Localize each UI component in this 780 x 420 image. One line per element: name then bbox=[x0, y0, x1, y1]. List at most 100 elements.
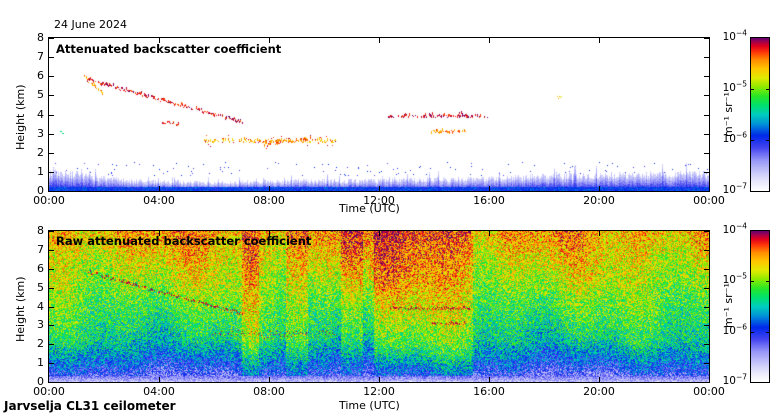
x-tick-bot-4: 16:00 bbox=[473, 385, 505, 398]
y-tickmark-top-8 bbox=[49, 38, 54, 39]
colorbar-unit-label-top: m⁻¹ sr⁻¹ bbox=[722, 92, 735, 137]
x-tickmark-bot-5 bbox=[599, 377, 600, 382]
y-tick-top-7: 7 bbox=[37, 50, 44, 64]
x-tickmark-top-bot-1 bbox=[159, 231, 160, 236]
x-tickmark-top-bot-2 bbox=[269, 231, 270, 236]
x-tick-top-3: 12:00 bbox=[363, 194, 395, 207]
colorbar-tick-bot-2: 10−6 bbox=[722, 322, 747, 337]
y-tickmark-top-7 bbox=[49, 57, 54, 59]
y-tick-bot-0: 0 bbox=[37, 375, 44, 388]
y-tickmark-bot-0 bbox=[49, 382, 54, 383]
y-tickmark-top-2 bbox=[49, 152, 54, 154]
x-tickmark-top-top-1 bbox=[159, 38, 160, 43]
x-tickmark-top-top-2 bbox=[269, 38, 270, 43]
x-tick-top-2: 08:00 bbox=[253, 194, 285, 207]
x-tick-top-4: 16:00 bbox=[473, 194, 505, 207]
panel-raw-backscatter bbox=[48, 230, 710, 383]
x-tick-top-6: 00:00 bbox=[693, 194, 725, 207]
y-tickmark-bot-1 bbox=[49, 363, 54, 365]
y-tickmark-top-5 bbox=[49, 95, 54, 97]
colorbar-bottom-gradient bbox=[751, 231, 769, 382]
x-tick-top-1: 04:00 bbox=[143, 194, 175, 207]
x-tickmark-top-bot-3 bbox=[379, 231, 380, 236]
x-tick-bot-2: 08:00 bbox=[253, 385, 285, 398]
y-tick-top-0: 0 bbox=[37, 184, 44, 197]
y-tickmark-right-bot-5 bbox=[704, 287, 709, 289]
y-tickmark-right-bot-8 bbox=[704, 231, 709, 232]
y-tickmark-right-top-5 bbox=[704, 95, 709, 97]
x-tick-bot-5: 20:00 bbox=[583, 385, 615, 398]
x-tickmark-top-4 bbox=[489, 186, 490, 191]
colorbar-tickmark-r-top-1 bbox=[766, 89, 770, 90]
x-tick-bot-3: 12:00 bbox=[363, 385, 395, 398]
x-tickmark-top-2 bbox=[269, 186, 270, 191]
panel-title-raw: Raw attenuated backscatter coefficient bbox=[56, 234, 312, 248]
y-tick-top-4: 4 bbox=[37, 107, 44, 121]
colorbar-bottom bbox=[750, 230, 770, 383]
y-tick-bot-3: 3 bbox=[37, 318, 44, 332]
y-tick-bot-4: 4 bbox=[37, 299, 44, 313]
x-tickmark-top-3 bbox=[379, 186, 380, 191]
figure-caption: Jarvselja CL31 ceilometer bbox=[4, 399, 176, 413]
raw-backscatter-heatmap bbox=[49, 231, 709, 382]
y-tickmark-right-top-1 bbox=[704, 171, 709, 173]
y-tickmark-right-top-8 bbox=[704, 38, 709, 39]
attenuated-backscatter-heatmap bbox=[49, 38, 709, 191]
y-tick-bot-7: 7 bbox=[37, 242, 44, 256]
y-tickmark-top-1 bbox=[49, 171, 54, 173]
x-tickmark-top-top-3 bbox=[379, 38, 380, 43]
y-tick-bot-1: 1 bbox=[37, 356, 44, 370]
x-tick-top-0: 00:00 bbox=[33, 194, 65, 207]
x-tickmark-top-top-4 bbox=[489, 38, 490, 43]
colorbar-top-gradient bbox=[751, 38, 769, 191]
colorbar-tickmark-bot-2 bbox=[750, 331, 754, 333]
colorbar-tickmark-r-bot-1 bbox=[766, 281, 770, 283]
y-tickmark-bot-6 bbox=[49, 268, 54, 270]
x-tickmark-top-top-5 bbox=[599, 38, 600, 43]
date-label: 24 June 2024 bbox=[54, 18, 127, 31]
y-tickmark-top-6 bbox=[49, 76, 54, 78]
y-tick-top-1: 1 bbox=[37, 164, 44, 178]
y-tickmark-right-bot-0 bbox=[704, 382, 709, 383]
x-tickmark-bot-2 bbox=[269, 377, 270, 382]
x-axis-label-top: Time (UTC) bbox=[339, 202, 400, 215]
y-tick-bot-6: 6 bbox=[37, 261, 44, 275]
panel-attenuated-backscatter bbox=[48, 37, 710, 192]
y-tick-top-6: 6 bbox=[37, 69, 44, 83]
y-tickmark-bot-8 bbox=[49, 231, 54, 232]
y-tickmark-top-4 bbox=[49, 114, 54, 116]
y-tickmark-bot-5 bbox=[49, 287, 54, 289]
y-tickmark-right-top-7 bbox=[704, 57, 709, 59]
y-tickmark-right-bot-4 bbox=[704, 306, 709, 308]
x-tickmark-top-5 bbox=[599, 186, 600, 191]
x-tickmark-bot-3 bbox=[379, 377, 380, 382]
y-tickmark-bot-2 bbox=[49, 344, 54, 346]
x-tickmark-top-bot-4 bbox=[489, 231, 490, 236]
y-tick-top-8: 8 bbox=[37, 31, 44, 44]
y-tick-bot-5: 5 bbox=[37, 280, 44, 294]
y-tickmark-bot-7 bbox=[49, 249, 54, 251]
x-tick-bot-6: 00:00 bbox=[693, 385, 725, 398]
colorbar-tickmark-top-2 bbox=[750, 140, 754, 141]
colorbar-top bbox=[750, 37, 770, 192]
y-tickmark-right-bot-7 bbox=[704, 249, 709, 251]
colorbar-tick-top-0: 10−4 bbox=[722, 28, 747, 43]
y-tickmark-right-bot-2 bbox=[704, 344, 709, 346]
y-tickmark-right-top-3 bbox=[704, 133, 709, 135]
y-tick-bot-2: 2 bbox=[37, 337, 44, 351]
x-tickmark-top-bot-5 bbox=[599, 231, 600, 236]
colorbar-tick-bot-3: 10−7 bbox=[722, 372, 747, 387]
y-tickmark-right-bot-1 bbox=[704, 363, 709, 365]
y-tickmark-bot-3 bbox=[49, 325, 54, 327]
colorbar-unit-label-bottom: m⁻¹ sr⁻¹ bbox=[722, 283, 735, 328]
x-tick-bot-0: 00:00 bbox=[33, 385, 65, 398]
colorbar-tickmark-bot-1 bbox=[750, 281, 754, 283]
colorbar-tickmark-r-bot-2 bbox=[766, 331, 770, 333]
y-tickmark-bot-4 bbox=[49, 306, 54, 308]
colorbar-tick-top-2: 10−6 bbox=[722, 130, 747, 145]
x-tickmark-top-1 bbox=[159, 186, 160, 191]
colorbar-tick-bot-1: 10−5 bbox=[722, 271, 747, 287]
y-tick-bot-8: 8 bbox=[37, 224, 44, 237]
y-tickmark-top-0 bbox=[49, 191, 54, 192]
